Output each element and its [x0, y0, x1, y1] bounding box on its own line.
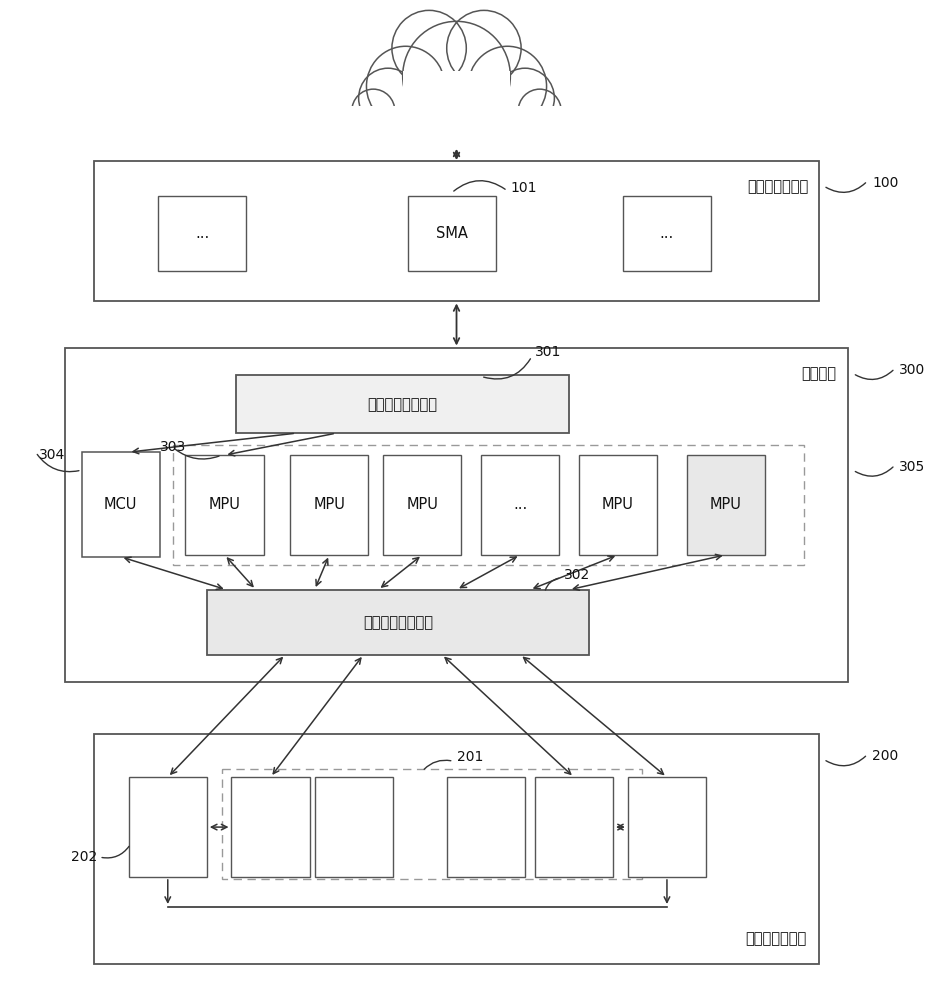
- Bar: [95, 161, 818, 301]
- Circle shape: [358, 68, 417, 128]
- Text: ...: ...: [195, 226, 209, 241]
- Circle shape: [392, 10, 466, 86]
- Text: 第二网关芯片模块: 第二网关芯片模块: [363, 615, 432, 630]
- Text: MPU: MPU: [209, 497, 240, 512]
- Text: SMA: SMA: [435, 226, 467, 241]
- Circle shape: [366, 46, 445, 126]
- Bar: [95, 734, 818, 964]
- Text: 下车体电器模块: 下车体电器模块: [745, 931, 806, 946]
- Text: 200: 200: [871, 749, 897, 763]
- Bar: [446, 777, 524, 877]
- Circle shape: [352, 89, 394, 133]
- Text: 智能网关: 智能网关: [801, 366, 835, 381]
- Text: MPU: MPU: [709, 497, 741, 512]
- Bar: [402, 71, 509, 131]
- Circle shape: [402, 21, 509, 131]
- Circle shape: [496, 68, 554, 128]
- Text: ...: ...: [512, 497, 527, 512]
- Text: 302: 302: [563, 568, 590, 582]
- Bar: [158, 196, 246, 271]
- Text: MPU: MPU: [406, 497, 438, 512]
- Text: 301: 301: [535, 345, 561, 359]
- Bar: [173, 445, 803, 565]
- Bar: [339, 106, 574, 146]
- Bar: [207, 590, 588, 655]
- Circle shape: [446, 10, 521, 86]
- Circle shape: [518, 89, 561, 133]
- Bar: [128, 777, 207, 877]
- Bar: [290, 455, 368, 555]
- Text: 201: 201: [456, 750, 483, 764]
- Bar: [186, 455, 264, 555]
- Bar: [535, 777, 612, 877]
- Text: 300: 300: [898, 363, 924, 377]
- Bar: [578, 455, 656, 555]
- Text: MCU: MCU: [104, 497, 137, 512]
- Text: MPU: MPU: [601, 497, 633, 512]
- Bar: [481, 455, 559, 555]
- Text: 第一网关芯片模块: 第一网关芯片模块: [367, 397, 437, 412]
- Text: 上车体电器模块: 上车体电器模块: [747, 179, 808, 194]
- Circle shape: [468, 46, 546, 126]
- Bar: [236, 375, 569, 433]
- Bar: [407, 196, 496, 271]
- Text: MPU: MPU: [313, 497, 345, 512]
- Text: 304: 304: [39, 448, 65, 462]
- Text: 202: 202: [71, 850, 97, 864]
- Bar: [686, 455, 764, 555]
- Bar: [65, 348, 847, 682]
- Text: 305: 305: [898, 460, 924, 474]
- Text: 303: 303: [160, 440, 186, 454]
- Text: ...: ...: [659, 226, 674, 241]
- Bar: [231, 777, 309, 877]
- Bar: [315, 777, 393, 877]
- Text: 101: 101: [509, 181, 536, 195]
- Bar: [623, 196, 710, 271]
- Bar: [382, 455, 461, 555]
- Bar: [82, 452, 160, 557]
- Text: 100: 100: [871, 176, 898, 190]
- Bar: [222, 769, 642, 879]
- Bar: [627, 777, 705, 877]
